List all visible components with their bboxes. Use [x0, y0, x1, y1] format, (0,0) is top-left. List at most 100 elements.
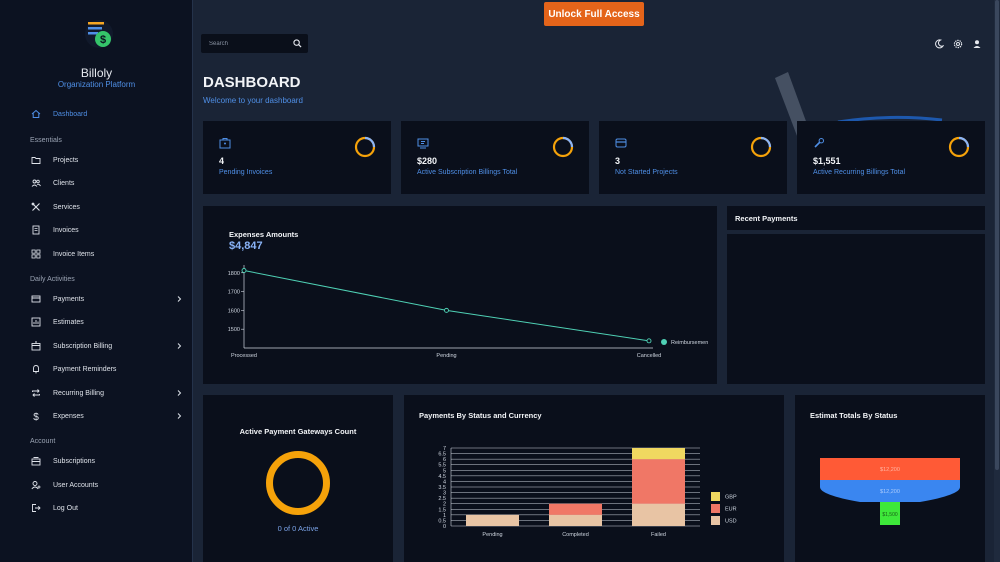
gateways-title: Active Payment Gateways Count — [239, 427, 357, 436]
stat-progress-ring — [948, 136, 970, 158]
y-tick-label: 5 — [443, 468, 446, 474]
x-tick-label: Pending — [436, 353, 456, 359]
sidebar-section-essentials: Essentials — [30, 137, 62, 144]
legend-label: Reimbursemen — [671, 340, 708, 346]
repeat-icon — [30, 387, 42, 399]
bar-segment — [549, 503, 602, 515]
estimate-totals-card: Estimat Totals By Status $12,200 $12,200 $… — [795, 395, 985, 562]
stat-card-not-started-projects: 3 Not Started Projects — [599, 121, 787, 194]
x-tick-label: Failed — [651, 532, 666, 538]
sidebar-item-estimates[interactable]: Estimates — [30, 314, 186, 330]
y-tick-label: 1700 — [228, 290, 240, 296]
sidebar-item-subscription-billing[interactable]: Subscription Billing — [30, 338, 186, 354]
chart-icon — [30, 316, 42, 328]
sidebar-item-services[interactable]: Services — [30, 199, 186, 215]
sidebar-item-label: Projects — [53, 156, 79, 164]
billing-icon — [417, 138, 429, 149]
sidebar-item-label: Expenses — [53, 412, 84, 420]
sidebar-item-expenses[interactable]: $ Expenses — [30, 408, 186, 424]
funnel-stage-label: $12,200 — [880, 467, 900, 473]
sidebar-item-payments[interactable]: Payments — [30, 291, 186, 307]
wrench-icon — [814, 138, 825, 148]
data-point — [241, 268, 247, 273]
expenses-total: $4,847 — [229, 240, 263, 252]
sidebar-item-label: Clients — [53, 179, 75, 187]
chevron-right-icon — [177, 413, 182, 419]
estimates-funnel-chart: $12,200 $12,200 $1,500 — [820, 458, 960, 525]
sidebar-item-log-out[interactable]: Log Out — [30, 500, 186, 516]
sidebar-item-dashboard[interactable]: Dashboard — [30, 106, 186, 122]
search-icon[interactable] — [293, 39, 302, 48]
bell-icon — [30, 363, 42, 375]
tools-icon — [30, 201, 42, 213]
payments-stacked-bar-chart: 00.511.522.533.544.555.566.57 Pending Comp… — [438, 446, 737, 538]
settings-gear-icon[interactable] — [953, 39, 963, 49]
legend-label: EUR — [725, 507, 737, 513]
page-scrollbar[interactable] — [994, 0, 1000, 562]
sidebar-item-user-accounts[interactable]: User Accounts — [30, 477, 186, 493]
stat-value: 4 — [219, 156, 225, 166]
svg-text:$: $ — [33, 412, 39, 421]
funnel-stage-label: $12,200 — [880, 489, 900, 495]
bar-segment — [632, 448, 685, 460]
logout-icon — [30, 502, 42, 514]
y-tick-label: 1 — [443, 513, 446, 519]
sidebar-item-subscriptions[interactable]: Subscriptions — [30, 453, 186, 469]
y-tick-label: 7 — [443, 446, 446, 452]
stat-label: Not Started Projects — [615, 169, 678, 176]
x-tick-label: Pending — [482, 532, 502, 538]
unlock-full-access-button[interactable]: Unlock Full Access — [544, 2, 644, 26]
sidebar-item-projects[interactable]: Projects — [30, 152, 186, 168]
sidebar-item-recurring-billing[interactable]: Recurring Billing — [30, 385, 186, 401]
invoice-icon — [30, 224, 42, 236]
sidebar-item-label: Recurring Billing — [53, 389, 104, 397]
sidebar-item-label: Payments — [53, 295, 85, 303]
data-point — [444, 307, 449, 313]
sidebar-item-invoice-items[interactable]: Invoice Items — [30, 246, 186, 262]
legend-label: USD — [725, 519, 737, 525]
sidebar-item-label: Invoice Items — [53, 250, 95, 258]
y-tick-label: 6 — [443, 457, 446, 463]
user-profile-icon[interactable] — [972, 39, 982, 49]
x-tick-label: Processed — [231, 353, 257, 359]
funnel-stage-label: $1,500 — [882, 512, 898, 518]
home-icon — [30, 108, 42, 120]
y-tick-label: 3 — [443, 491, 446, 497]
page-title: DASHBOARD — [203, 74, 301, 91]
y-tick-label: 1500 — [228, 327, 240, 333]
card-icon — [30, 293, 42, 305]
x-tick-label: Cancelled — [637, 353, 661, 359]
payments-by-status-card: Payments By Status and Currency 0 0.5 1 1.5… — [404, 395, 784, 562]
sidebar-item-invoices[interactable]: Invoices — [30, 222, 186, 238]
sidebar-item-label: Invoices — [53, 226, 79, 234]
dark-mode-moon-icon[interactable] — [934, 39, 944, 49]
sidebar: $ Billoly Organization Platform Dashboar… — [0, 0, 193, 562]
search-box — [201, 34, 308, 53]
legend-swatch — [711, 504, 720, 513]
sidebar-item-payment-reminders[interactable]: Payment Reminders — [30, 361, 186, 377]
gateways-active-count: 0 of 0 Active — [277, 524, 319, 533]
stat-value: $1,551 — [813, 156, 841, 166]
funnel-stage — [820, 480, 960, 502]
sidebar-item-label: Subscriptions — [53, 457, 96, 465]
y-tick-label: 0 — [443, 524, 446, 530]
search-input[interactable] — [209, 40, 289, 47]
stat-progress-ring — [750, 136, 772, 158]
sidebar-item-label: Log Out — [53, 504, 78, 512]
project-icon — [615, 138, 627, 148]
sidebar-item-label: Subscription Billing — [53, 342, 113, 350]
folder-icon — [30, 154, 42, 166]
stat-card-pending-invoices: 4 Pending Invoices — [203, 121, 391, 194]
box-icon — [30, 340, 42, 352]
data-point — [646, 338, 652, 344]
stat-card-active-recurring-billings: $1,551 Active Recurring Billings Total — [797, 121, 985, 194]
scrollbar-thumb[interactable] — [995, 0, 999, 470]
sidebar-item-clients[interactable]: Clients — [30, 175, 186, 191]
brand-name: Billoly — [80, 66, 113, 80]
y-tick-label: 6.5 — [438, 452, 446, 458]
bar-segment — [466, 514, 519, 526]
expenses-title: Expenses Amounts — [229, 230, 299, 239]
stat-value: 3 — [615, 156, 621, 166]
series-line — [243, 270, 650, 342]
y-tick-label: 5.5 — [438, 463, 446, 469]
